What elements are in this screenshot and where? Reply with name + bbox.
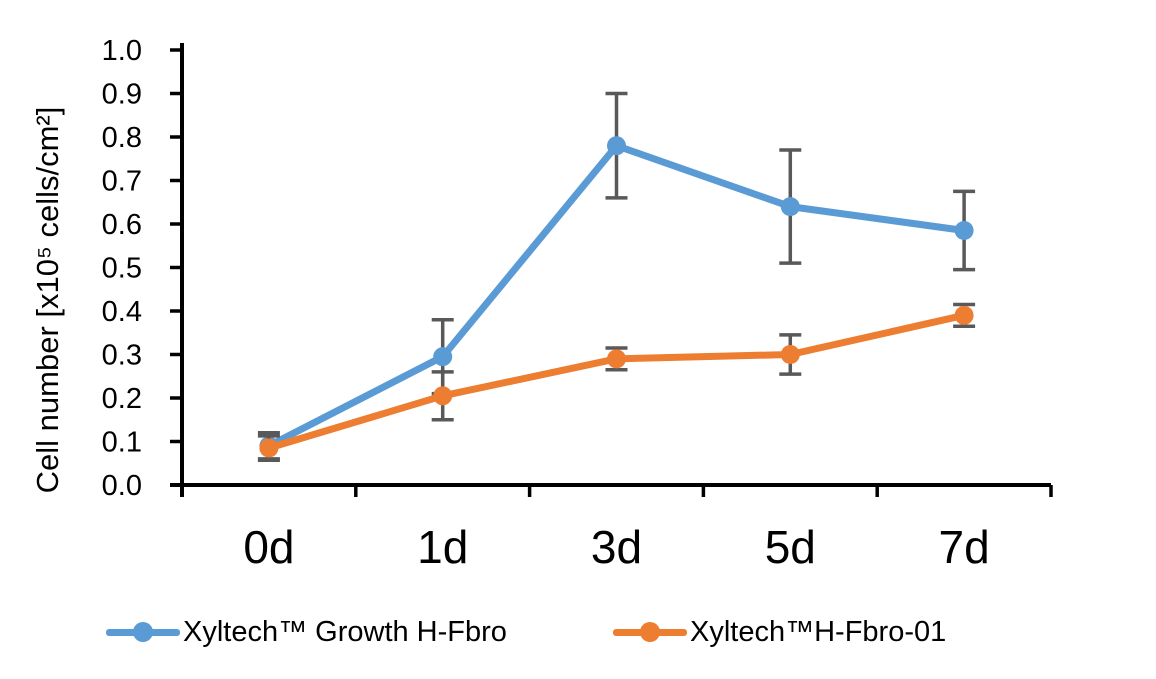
y-tick-label: 0.1: [102, 427, 142, 459]
y-tick-label: 0.3: [102, 340, 142, 372]
legend-item-h-fbro-01: Xyltech™H-Fbro-01: [613, 615, 946, 649]
y-tick-label: 1.0: [102, 35, 142, 67]
y-tick-label: 0.9: [102, 79, 142, 111]
data-point: [780, 197, 800, 217]
y-tick-label: 0.4: [102, 296, 142, 328]
data-point: [954, 305, 974, 325]
legend-swatch-blue: [106, 622, 180, 642]
x-tick-label: 1d: [417, 521, 468, 573]
legend-marker-icon: [640, 622, 660, 642]
y-axis-label: Cell number [x10⁵ cells/cm²]: [30, 107, 65, 494]
data-point: [780, 345, 800, 364]
data-point: [607, 349, 626, 369]
series-line-1: [267, 311, 965, 452]
legend-label: Xyltech™H-Fbro-01: [690, 615, 947, 648]
data-point: [954, 221, 974, 241]
y-tick-label: 0.8: [102, 122, 142, 154]
legend-marker-icon: [133, 622, 153, 642]
x-tick-label: 7d: [939, 521, 990, 573]
data-point: [433, 347, 453, 367]
y-tick-label: 0.5: [102, 253, 142, 285]
x-tick-label: 3d: [591, 521, 642, 573]
x-tick-label: 0d: [243, 521, 294, 573]
legend-swatch-orange: [613, 622, 687, 642]
x-tick-label: 5d: [765, 521, 816, 573]
data-point: [259, 438, 279, 458]
data-point: [433, 386, 453, 406]
legend-item-growth-h-fbro: Xyltech™ Growth H-Fbro: [106, 615, 507, 649]
data-point: [607, 136, 626, 156]
legend-label: Xyltech™ Growth H-Fbro: [183, 615, 507, 648]
y-tick-label: 0.6: [102, 209, 142, 241]
y-tick-label: 0.7: [102, 166, 142, 198]
y-tick-label: 0.2: [102, 383, 142, 415]
y-tick-label: 0.0: [102, 470, 142, 502]
